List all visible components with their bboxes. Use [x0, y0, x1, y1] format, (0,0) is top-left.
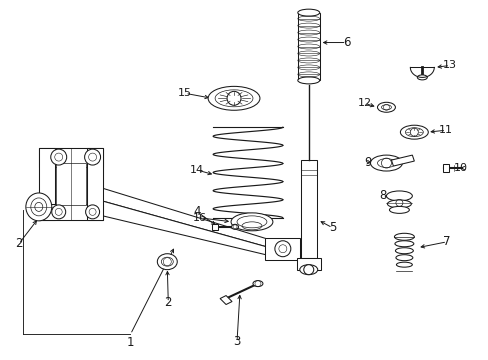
Ellipse shape [297, 77, 319, 84]
Text: 14: 14 [190, 165, 204, 175]
Ellipse shape [395, 255, 412, 261]
Ellipse shape [396, 262, 411, 267]
Circle shape [303, 265, 313, 275]
Polygon shape [390, 155, 413, 166]
Polygon shape [220, 296, 232, 305]
Polygon shape [212, 224, 218, 230]
Ellipse shape [388, 206, 408, 213]
Polygon shape [56, 163, 85, 205]
Ellipse shape [230, 213, 272, 231]
Ellipse shape [231, 224, 238, 229]
Text: 7: 7 [443, 235, 450, 248]
Polygon shape [39, 148, 102, 220]
Circle shape [51, 149, 66, 165]
Circle shape [52, 205, 65, 219]
Text: 15: 15 [178, 88, 192, 98]
Ellipse shape [237, 216, 266, 228]
Polygon shape [39, 148, 102, 167]
Ellipse shape [370, 155, 402, 171]
Ellipse shape [386, 200, 410, 208]
Text: 13: 13 [442, 60, 456, 71]
Ellipse shape [400, 125, 427, 139]
Text: 2: 2 [164, 296, 172, 309]
Text: 5: 5 [328, 221, 336, 234]
Text: 9: 9 [363, 156, 370, 168]
Text: 10: 10 [453, 163, 467, 173]
Ellipse shape [157, 254, 177, 270]
Circle shape [226, 91, 241, 105]
Text: 8: 8 [378, 189, 386, 202]
Ellipse shape [252, 280, 263, 287]
Text: 1: 1 [126, 336, 134, 349]
Text: 11: 11 [438, 125, 452, 135]
Ellipse shape [377, 102, 395, 112]
Polygon shape [99, 187, 269, 248]
Ellipse shape [299, 265, 317, 275]
Text: 16: 16 [193, 213, 207, 223]
Text: 4: 4 [193, 205, 201, 219]
Circle shape [84, 149, 101, 165]
Ellipse shape [394, 233, 413, 240]
Polygon shape [300, 160, 316, 258]
Polygon shape [296, 258, 320, 270]
Ellipse shape [26, 193, 52, 221]
Polygon shape [39, 204, 102, 220]
Circle shape [274, 241, 290, 257]
Ellipse shape [416, 75, 427, 80]
Text: 3: 3 [233, 335, 240, 348]
Polygon shape [297, 13, 319, 80]
Text: 12: 12 [357, 98, 371, 108]
Ellipse shape [386, 191, 411, 201]
Polygon shape [442, 164, 448, 172]
Ellipse shape [394, 241, 413, 247]
Ellipse shape [395, 248, 412, 254]
Polygon shape [264, 238, 299, 260]
Circle shape [85, 205, 100, 219]
Text: 6: 6 [342, 36, 349, 49]
Polygon shape [86, 148, 102, 220]
Polygon shape [99, 200, 269, 256]
Ellipse shape [208, 86, 260, 110]
Polygon shape [39, 148, 55, 220]
Text: 2: 2 [15, 237, 22, 250]
Ellipse shape [297, 9, 319, 16]
